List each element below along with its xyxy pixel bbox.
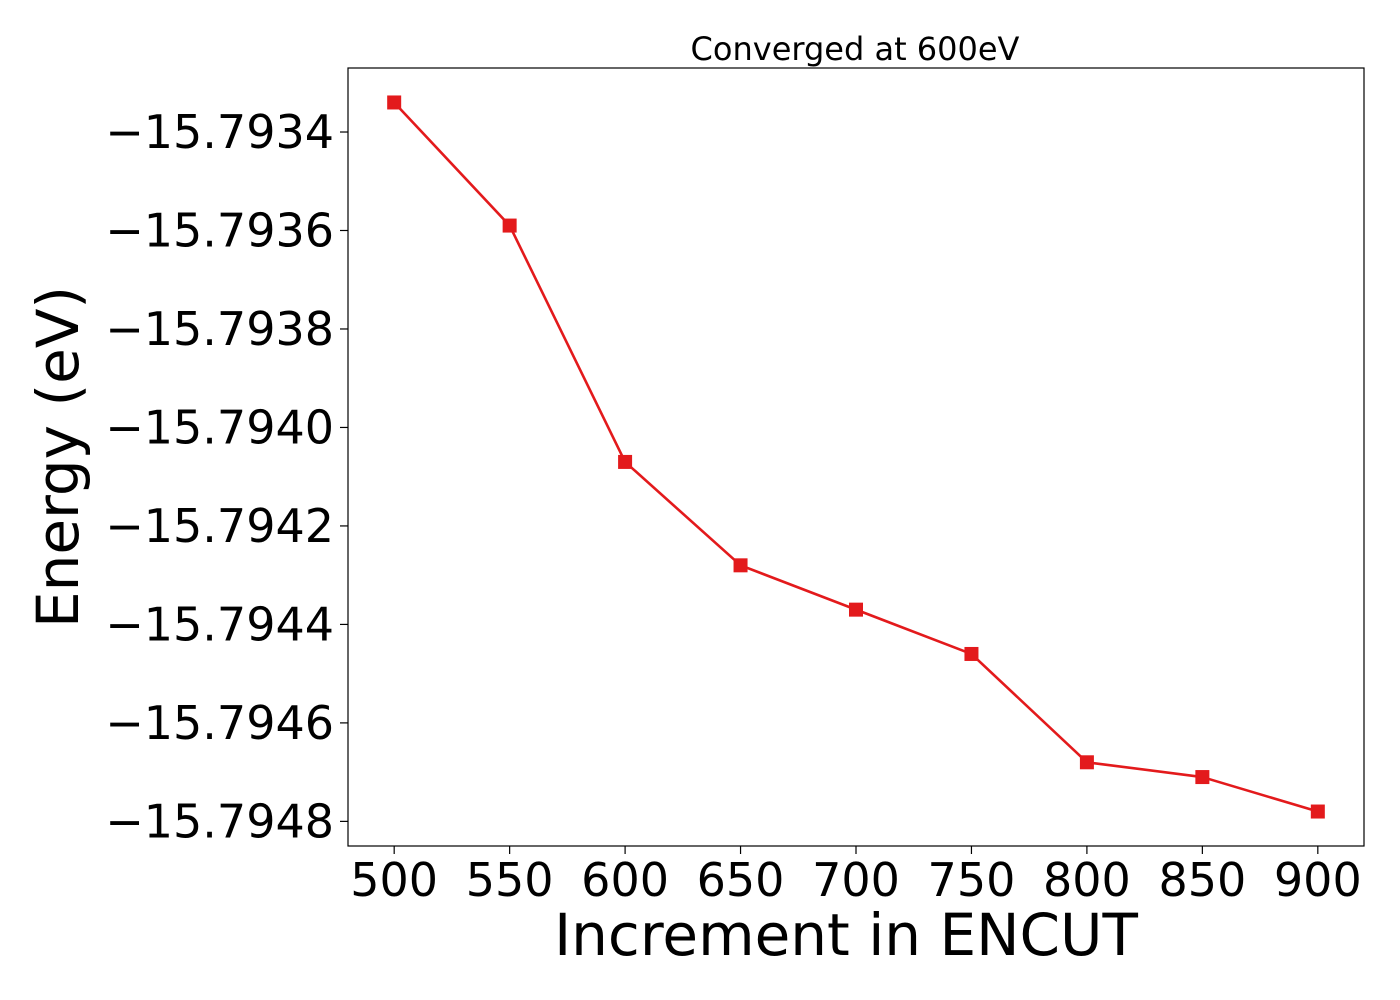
data-point xyxy=(1195,770,1210,785)
y-tick-label: −15.7936 xyxy=(105,203,334,257)
y-axis: −15.7934 −15.7936 −15.7938 −15.7940 −15.7942… xyxy=(105,105,348,848)
y-axis-label: Energy (eV) xyxy=(24,286,92,628)
y-tick-label: −15.7944 xyxy=(105,597,334,651)
y-tick-label: −15.7940 xyxy=(105,400,334,454)
y-tick-label: −15.7942 xyxy=(105,499,334,553)
x-tick-label: 850 xyxy=(1158,853,1246,907)
y-tick-label: −15.7946 xyxy=(105,696,334,750)
x-tick-label: 550 xyxy=(466,853,554,907)
plot-area xyxy=(387,95,1325,819)
x-tick-label: 650 xyxy=(697,853,785,907)
x-tick-label: 600 xyxy=(581,853,669,907)
data-point xyxy=(849,602,863,617)
chart-title: Converged at 600eV xyxy=(691,30,1020,68)
x-axis: 500 550 600 650 700 750 800 850 900 xyxy=(350,846,1362,907)
y-tick-label: −15.7948 xyxy=(105,794,334,848)
data-point xyxy=(387,95,402,110)
x-tick-label: 900 xyxy=(1274,853,1362,907)
data-point xyxy=(1079,755,1094,770)
data-point xyxy=(618,454,633,469)
x-tick-label: 800 xyxy=(1043,853,1131,907)
data-point xyxy=(502,218,517,233)
y-tick-label: −15.7934 xyxy=(105,105,334,159)
x-tick-label: 750 xyxy=(928,853,1016,907)
x-axis-label: Increment in ENCUT xyxy=(554,901,1138,969)
data-point xyxy=(1310,804,1325,819)
y-tick-label: −15.7938 xyxy=(105,302,334,356)
data-point xyxy=(964,646,979,661)
x-tick-label: 500 xyxy=(350,853,438,907)
data-point xyxy=(733,558,748,573)
x-tick-label: 700 xyxy=(812,853,900,907)
